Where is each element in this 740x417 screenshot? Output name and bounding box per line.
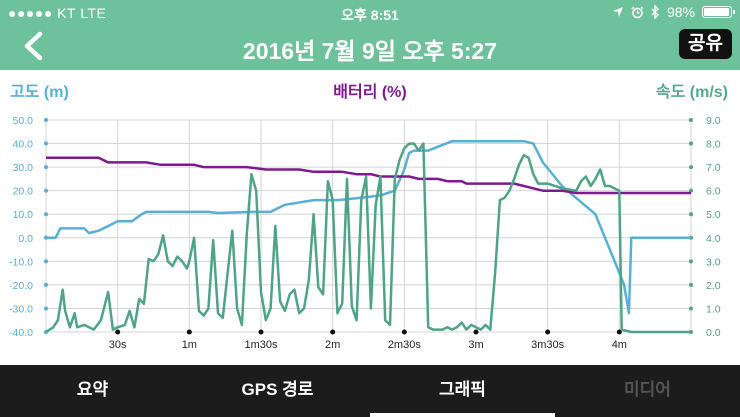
x-tick-label: 3m30s — [531, 339, 565, 351]
y-left-tick-dot — [44, 282, 48, 287]
y-right-tick-label: 4.0 — [706, 233, 721, 245]
tab-summary[interactable]: 요약 — [76, 380, 109, 399]
y-right-tick-label: 6.0 — [706, 186, 721, 198]
x-tick-label: 1m — [182, 339, 197, 351]
y-right-tick-label: 3.0 — [706, 256, 721, 268]
bottom-tab-bar: 요약 GPS 경로 그래픽 미디어 — [0, 365, 740, 417]
y-left-tick-label: 20.0 — [13, 186, 34, 198]
y-left-tick-dot — [44, 306, 48, 311]
status-time: 오후 8:51 — [341, 7, 399, 23]
y-right-tick-dot — [689, 282, 693, 287]
x-tick-label: 3m — [468, 339, 483, 351]
battery-icon — [702, 6, 735, 18]
y-right-tick-dot — [689, 188, 693, 193]
y-left-tick-label: -10.0 — [9, 256, 33, 268]
status-bar: ●●●●● KT LTE 오후 8:51 98% — [0, 0, 740, 26]
y-left-tick-label: -20.0 — [9, 280, 33, 292]
y-right-tick-dot — [689, 118, 693, 122]
altitude-axis-label: 고도 (m) — [10, 84, 69, 101]
y-left-tick-dot — [44, 212, 48, 217]
x-tick-dot — [473, 329, 479, 335]
y-right-tick-label: 2.0 — [706, 280, 721, 292]
share-button[interactable]: 공유 — [679, 29, 732, 59]
location-arrow-icon — [612, 7, 623, 17]
y-right-tick-label: 1.0 — [706, 303, 721, 315]
x-tick-dot — [545, 329, 551, 335]
y-left-tick-label: 30.0 — [13, 162, 34, 174]
tab-graphic[interactable]: 그래픽 — [370, 365, 555, 417]
y-left-tick-label: 40.0 — [13, 139, 34, 151]
y-left-tick-label: 0.0 — [18, 233, 33, 245]
activity-chart[interactable]: 30s 1m 1m30s 2m 2m30s 3m 3m30s 4m -40.0 -30.0 -20.… — [0, 108, 740, 360]
y-right-tick-label: 7.0 — [706, 162, 721, 174]
y-right-tick-label: 0.0 — [706, 327, 721, 339]
x-tick-dot — [115, 329, 121, 335]
y-left-tick-dot — [44, 188, 48, 193]
nav-bar: 2016년 7월 9일 오후 5:27 공유 — [0, 26, 740, 66]
y-right-tick-label: 9.0 — [706, 115, 721, 127]
y-left-tick-label: 10.0 — [13, 209, 34, 221]
speed-axis-label: 속도 (m/s) — [655, 84, 728, 101]
y-right-tick-dot — [689, 165, 693, 170]
x-tick-dot — [258, 329, 264, 335]
y-left-tick-label: -40.0 — [9, 327, 33, 339]
y-left-tick-label: 50.0 — [13, 115, 34, 127]
y-right-tick-dot — [689, 212, 693, 217]
speed-line — [45, 142, 691, 334]
y-right-tick-dot — [689, 306, 693, 311]
y-right-tick-label: 5.0 — [706, 209, 721, 221]
status-right: 98% — [612, 4, 735, 20]
battery-percent: 98% — [666, 4, 695, 20]
alarm-icon — [631, 5, 644, 18]
battery-line — [46, 156, 691, 195]
y-left-tick-label: -30.0 — [9, 303, 33, 315]
bluetooth-icon — [651, 5, 659, 19]
y-right-tick-dot — [689, 141, 693, 146]
tab-media[interactable]: 미디어 — [624, 380, 671, 399]
chevron-left-icon — [24, 31, 43, 61]
x-tick-label: 4m — [612, 339, 627, 351]
y-right-tick-dot — [689, 259, 693, 264]
x-tick-label: 2m30s — [388, 339, 422, 351]
x-tick-dot — [186, 329, 192, 335]
x-tick-label: 30s — [109, 339, 127, 351]
y-left-tick-dot — [44, 118, 48, 122]
x-tick-label: 1m30s — [244, 339, 278, 351]
y-right-tick-label: 8.0 — [706, 139, 721, 151]
back-button[interactable] — [14, 28, 50, 64]
y-left-tick-dot — [44, 259, 48, 264]
x-tick-dot — [616, 329, 622, 335]
y-left-tick-dot — [44, 141, 48, 146]
x-tick-dot — [330, 329, 336, 335]
signal-carrier: ●●●●● KT LTE — [8, 5, 107, 21]
y-left-tick-dot — [44, 165, 48, 170]
x-tick-dot — [401, 329, 407, 335]
x-tick-label: 2m — [325, 339, 340, 351]
tab-gps-route[interactable]: GPS 경로 — [241, 380, 314, 399]
battery-axis-label: 배터리 (%) — [333, 84, 407, 101]
page-title: 2016년 7월 9일 오후 5:27 — [242, 38, 498, 64]
app-header: ●●●●● KT LTE 오후 8:51 98% 2016년 7월 9일 오후 … — [0, 0, 740, 70]
